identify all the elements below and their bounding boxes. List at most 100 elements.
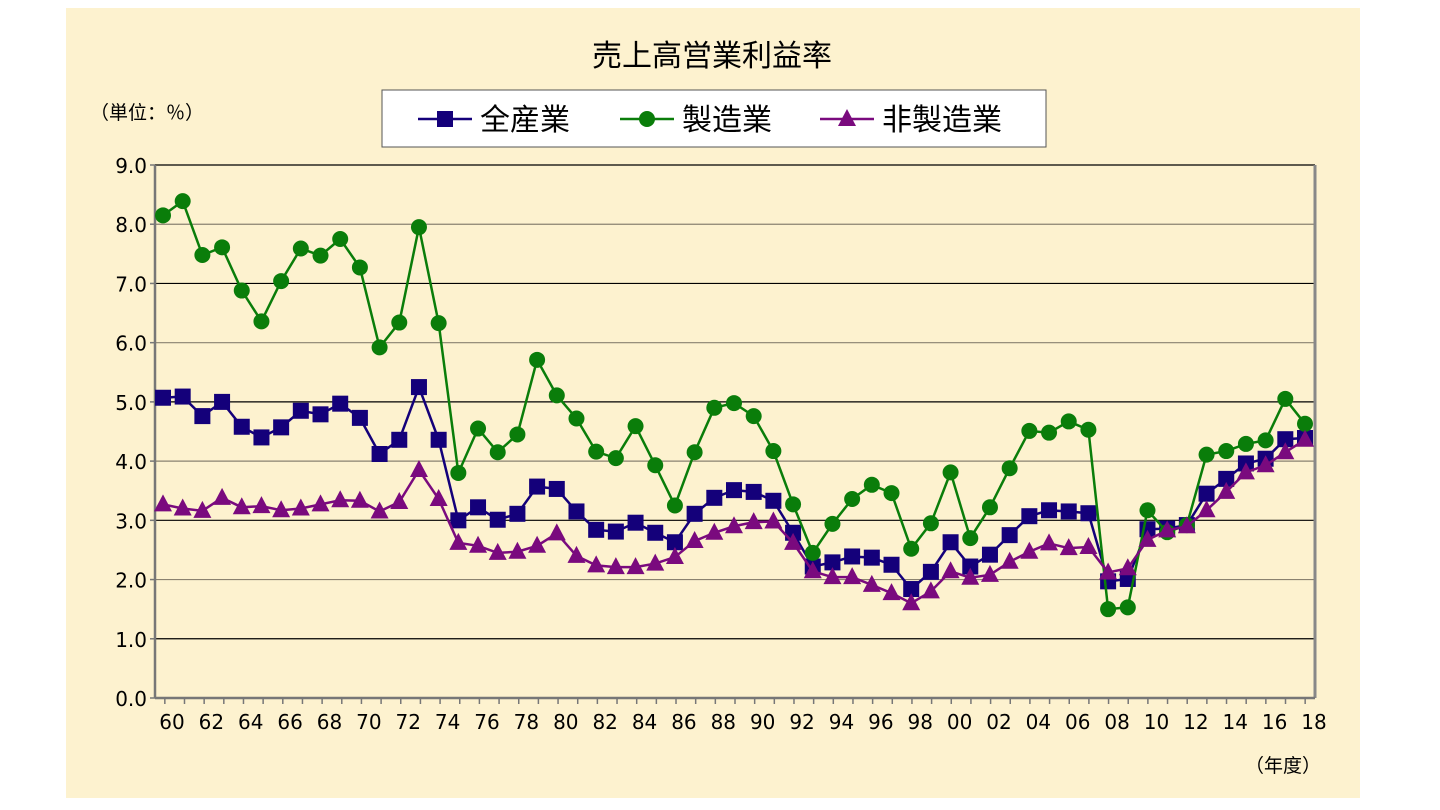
x-tick-label: 62 [199,710,224,734]
x-tick-label: 18 [1301,710,1326,734]
data-point [1059,538,1078,556]
data-point [883,556,900,573]
data-point [1001,527,1018,544]
data-point [903,581,920,598]
data-point [1197,500,1216,518]
data-point [863,476,880,493]
data-point [765,443,782,460]
data-point [607,450,624,467]
data-point [1198,485,1215,502]
data-point [706,399,723,416]
data-point [1177,516,1196,534]
data-point [252,496,271,514]
data-point [488,542,507,560]
data-point [1256,455,1275,473]
x-axis-label: （年度） [1245,755,1321,777]
data-point [371,446,388,463]
data-point [1080,421,1097,438]
data-point [764,511,783,529]
y-tick-label: 9.0 [115,154,147,178]
data-point [332,395,349,412]
data-point [351,409,368,426]
data-point [902,593,921,611]
data-point [941,561,960,579]
legend-marker [639,111,655,127]
data-point [1040,533,1059,551]
data-point [214,239,231,256]
data-point [470,499,487,516]
data-point [922,563,939,580]
data-point [350,490,369,508]
data-point [547,523,566,541]
data-point [666,534,683,551]
x-tick-label: 14 [1223,710,1248,734]
x-tick-label: 12 [1183,710,1208,734]
y-tick-label: 0.0 [115,687,147,711]
data-point [824,515,841,532]
legend-marker [838,109,856,126]
data-point [1296,429,1314,447]
data-point [371,339,388,356]
data-point [706,489,723,506]
x-tick-label: 98 [907,710,932,734]
data-point [410,379,427,396]
data-point [607,523,624,540]
data-point [1138,529,1157,547]
data-point [509,505,526,522]
x-tick-label: 02 [986,710,1011,734]
series-triangle [154,429,1314,611]
x-tick-label: 76 [474,710,499,734]
data-point [627,514,644,531]
data-point [824,554,841,571]
data-point [685,531,704,549]
data-point [430,315,447,332]
x-tick-label: 00 [947,710,972,734]
data-point [961,567,980,585]
data-point [174,193,191,210]
data-point [529,351,546,368]
x-tick-label: 06 [1065,710,1090,734]
data-point [1218,470,1235,487]
y-tick-label: 7.0 [115,272,147,296]
data-point [568,410,585,427]
data-point [646,553,665,571]
x-tick-label: 68 [317,710,342,734]
data-point [194,247,211,264]
data-point [745,408,762,425]
data-point [410,219,427,236]
data-point [1257,432,1274,449]
legend-item: 全産業 [418,103,570,138]
data-point [942,534,959,551]
data-point [921,581,940,599]
data-point [844,548,861,565]
data-point [785,496,802,513]
x-tick-label: 66 [277,710,302,734]
x-tick-label: 86 [671,710,696,734]
data-point [1080,505,1097,522]
data-point [232,497,251,515]
legend-label: 非製造業 [882,103,1002,138]
data-point [942,464,959,481]
legend-label: 製造業 [682,103,772,138]
data-point [962,558,979,575]
data-point [784,532,803,550]
data-point [1237,435,1254,452]
x-tick-label: 88 [711,710,736,734]
data-point [409,459,428,477]
data-point [273,273,290,290]
y-tick-label: 6.0 [115,332,147,356]
data-point [292,240,309,257]
data-point [370,501,389,519]
legend-item: 非製造業 [820,103,1002,138]
data-point [883,485,900,502]
data-point [509,426,526,443]
x-tick-label: 70 [356,710,381,734]
data-point [214,393,231,410]
data-point [450,464,467,481]
data-point [155,389,171,406]
data-point [962,530,979,547]
data-point [311,494,330,512]
y-axis-unit-label: （単位：％） [90,102,204,124]
data-point [233,282,250,299]
data-point [665,547,684,565]
